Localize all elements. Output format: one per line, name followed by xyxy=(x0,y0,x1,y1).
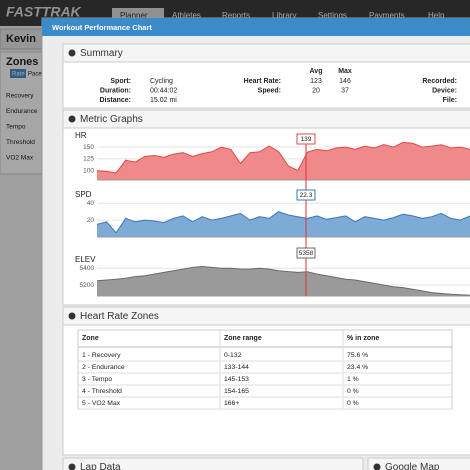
cursor-value: 139 xyxy=(301,136,312,143)
table-cell: 0-132 xyxy=(224,352,242,359)
summary-value: Cycling xyxy=(150,78,173,85)
toggle[interactable]: Rate xyxy=(12,72,25,78)
toggle[interactable]: Pace xyxy=(28,72,42,78)
nav-tab[interactable]: Reports xyxy=(222,11,250,20)
stat-header: Max xyxy=(338,68,352,75)
line xyxy=(96,265,470,296)
table-cell: 166+ xyxy=(224,400,239,407)
y-tick-label: 5400 xyxy=(80,265,95,272)
table-cell: 154-165 xyxy=(224,388,249,395)
table-cell: 2 - Endurance xyxy=(82,364,125,371)
table-header: Zone xyxy=(82,335,99,342)
sidebar-item[interactable]: VO2 Max xyxy=(6,155,34,162)
y-tick-label: 100 xyxy=(83,167,94,174)
panel-header xyxy=(367,457,470,470)
summary-value: 15.02 mi xyxy=(150,97,177,104)
summary-label: Sport: xyxy=(110,78,131,85)
panel-icon xyxy=(68,115,76,123)
panel-header xyxy=(62,457,364,470)
stat-label: Heart Rate: xyxy=(244,78,281,85)
stat-max: 37 xyxy=(341,87,349,94)
nav-tab[interactable]: Planner xyxy=(120,11,148,20)
logo: FASTTRAK xyxy=(6,4,82,20)
stat-max: 146 xyxy=(339,78,351,85)
table-header: Zone range xyxy=(224,335,262,342)
stat-avg: 20 xyxy=(312,87,320,94)
area xyxy=(97,266,470,296)
panel-title: Metric Graphs xyxy=(80,114,143,125)
y-tick-label: 5200 xyxy=(80,282,95,289)
table-cell: 5 - VO2 Max xyxy=(82,400,121,407)
table-cell: 3 - Tempo xyxy=(82,376,112,383)
nav-tab[interactable]: Settings xyxy=(318,11,347,20)
nav-tab[interactable]: Help xyxy=(428,11,445,20)
nav-tab[interactable]: Payments xyxy=(369,11,405,20)
toggle-active[interactable] xyxy=(10,69,26,78)
panel-title: Lap Data xyxy=(80,462,121,470)
y-tick-label: 125 xyxy=(83,156,94,163)
modal-titlebar xyxy=(42,18,470,36)
modal-title: Workout Performance Chart xyxy=(52,23,152,32)
summary-label: Distance: xyxy=(99,97,131,104)
panel-title: Heart Rate Zones xyxy=(80,311,159,322)
area xyxy=(97,142,470,180)
cursor-value: 22.3 xyxy=(300,192,313,199)
cursor-value: 5358 xyxy=(299,250,314,257)
panel-icon xyxy=(373,463,381,470)
table-cell: 145-153 xyxy=(224,376,249,383)
panel-title: Google Map xyxy=(385,462,440,470)
y-tick-label: 20 xyxy=(87,217,95,224)
stat-label: Speed: xyxy=(258,87,281,94)
sidebar-item[interactable]: Tempo xyxy=(6,124,26,131)
panel-icon xyxy=(68,312,76,320)
panel-icon xyxy=(68,463,76,470)
panel-header xyxy=(62,109,470,129)
panel-header xyxy=(62,306,470,326)
table-cell: 4 - Threshold xyxy=(82,388,122,395)
sidebar-item[interactable]: Threshold xyxy=(6,139,35,146)
table-cell: 75.6 % xyxy=(347,352,368,359)
table-cell: 23.4 % xyxy=(347,364,368,371)
summary-label: Device: xyxy=(432,87,457,94)
summary-label: File: xyxy=(443,97,457,104)
athlete: Kevin xyxy=(6,33,36,45)
summary-label: Duration: xyxy=(100,87,131,94)
table xyxy=(77,329,453,410)
summary-label: Recorded: xyxy=(422,78,457,85)
sidebar-item[interactable]: Recovery xyxy=(6,93,34,100)
sidebar-title: Zones xyxy=(6,56,38,68)
nav-tab[interactable]: Library xyxy=(272,11,296,20)
sidebar-item[interactable]: Endurance xyxy=(6,108,38,115)
table-cell: 133-144 xyxy=(224,364,249,371)
area xyxy=(97,211,470,237)
summary-value: 00:44:02 xyxy=(150,87,177,94)
y-tick-label: 150 xyxy=(83,144,94,151)
graph-label: ELEV xyxy=(75,255,96,264)
panel-icon xyxy=(68,49,76,57)
cursor-box xyxy=(296,247,316,259)
table-cell: 0 % xyxy=(347,388,359,395)
y-tick-label: 40 xyxy=(87,200,95,207)
cursor-box xyxy=(296,189,316,201)
line xyxy=(96,211,470,234)
table-header: % in zone xyxy=(347,335,379,342)
stat-header: Avg xyxy=(310,68,323,75)
panel-title: Summary xyxy=(80,48,123,59)
panel-header xyxy=(62,43,470,63)
graph-label: HR xyxy=(75,131,87,140)
table-cell: 1 % xyxy=(347,376,359,383)
cursor-box xyxy=(296,133,316,145)
table-cell: 0 % xyxy=(347,400,359,407)
stat-avg: 123 xyxy=(310,78,322,85)
line xyxy=(96,141,470,174)
graph-label: SPD xyxy=(75,190,92,199)
nav-tab[interactable]: Athletes xyxy=(172,11,201,20)
table-cell: 1 - Recovery xyxy=(82,352,121,359)
